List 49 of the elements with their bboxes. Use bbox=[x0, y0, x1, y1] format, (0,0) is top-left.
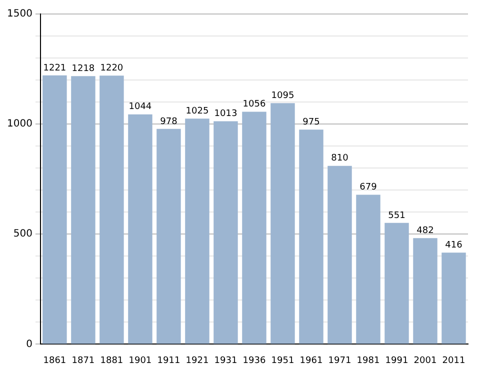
bar bbox=[128, 114, 152, 344]
x-tick-label: 1921 bbox=[186, 356, 209, 366]
y-tick-label: 500 bbox=[13, 228, 32, 240]
bar bbox=[442, 252, 466, 344]
bar bbox=[156, 128, 181, 344]
x-tick-label: 1881 bbox=[100, 356, 124, 366]
bar bbox=[299, 130, 324, 344]
x-tick-label: 2011 bbox=[442, 356, 466, 366]
x-tick-label: 1961 bbox=[300, 356, 323, 366]
bar bbox=[356, 194, 380, 344]
bar bbox=[242, 112, 266, 344]
x-tick-label: 1936 bbox=[242, 356, 266, 366]
data-label: 1220 bbox=[100, 63, 124, 74]
bar bbox=[413, 238, 438, 344]
data-label: 416 bbox=[445, 240, 463, 250]
y-tick-label: 1500 bbox=[6, 8, 32, 20]
data-label: 482 bbox=[416, 226, 434, 236]
data-label: 975 bbox=[302, 117, 320, 128]
data-label: 978 bbox=[160, 116, 178, 127]
y-tick-label: 1000 bbox=[6, 118, 32, 130]
x-tick-label: 1901 bbox=[128, 356, 152, 366]
bar bbox=[185, 118, 210, 344]
x-tick-label: 2001 bbox=[414, 356, 437, 366]
bar bbox=[71, 76, 96, 344]
bar bbox=[384, 222, 409, 344]
data-label: 679 bbox=[360, 182, 378, 193]
x-tick-label: 1951 bbox=[271, 356, 294, 366]
x-tick-label: 1861 bbox=[43, 356, 66, 366]
x-tick-label: 1991 bbox=[385, 356, 408, 366]
bar bbox=[100, 76, 124, 344]
data-label: 1221 bbox=[43, 63, 66, 74]
data-label: 1095 bbox=[271, 91, 294, 101]
bar bbox=[270, 103, 295, 344]
data-label: 1025 bbox=[186, 106, 209, 116]
y-tick-label: 0 bbox=[26, 338, 32, 350]
data-label: 1013 bbox=[214, 109, 238, 120]
data-label: 1044 bbox=[128, 102, 152, 112]
x-tick-label: 1911 bbox=[157, 356, 180, 366]
x-tick-label: 1871 bbox=[72, 356, 95, 366]
x-tick-label: 1981 bbox=[356, 356, 380, 366]
data-label: 551 bbox=[388, 210, 406, 221]
data-label: 1056 bbox=[242, 100, 266, 110]
bar bbox=[328, 166, 352, 344]
bar bbox=[42, 75, 67, 344]
data-label: 810 bbox=[331, 154, 349, 164]
bar bbox=[214, 121, 238, 344]
data-label: 1218 bbox=[72, 64, 95, 74]
x-tick-label: 1931 bbox=[214, 356, 238, 366]
x-tick-label: 1971 bbox=[328, 356, 352, 366]
